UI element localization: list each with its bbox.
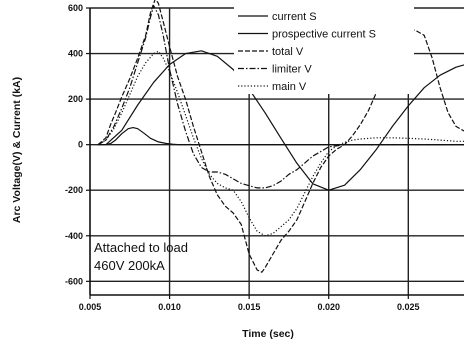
y-tick-label: 0 bbox=[78, 140, 83, 150]
x-tick-label: 0.010 bbox=[158, 302, 181, 312]
series-line-3 bbox=[97, 5, 464, 189]
legend-label-1: prospective current S bbox=[272, 29, 376, 41]
legend-label-2: total V bbox=[272, 46, 304, 58]
legend-label-4: main V bbox=[272, 81, 307, 93]
y-tick-label: -200 bbox=[65, 185, 83, 195]
x-tick-label: 0.025 bbox=[397, 302, 420, 312]
legend: current S prospective current S total V lim… bbox=[234, 4, 414, 94]
y-tick-label: -400 bbox=[65, 231, 83, 241]
y-tick-label: 400 bbox=[68, 49, 83, 59]
y-axis: -600 -400 -200 0 200 400 600 bbox=[65, 3, 90, 286]
y-axis-label: Arc Voltage(V) & Current (kA) bbox=[11, 77, 23, 223]
x-axis-label: Time (sec) bbox=[242, 328, 294, 340]
y-tick-label: -600 bbox=[65, 276, 83, 286]
x-axis: 0.005 0.010 0.015 0.020 0.025 bbox=[79, 295, 420, 312]
series-line-4 bbox=[97, 50, 464, 237]
y-tick-label: 200 bbox=[68, 94, 83, 104]
x-tick-label: 0.020 bbox=[317, 302, 340, 312]
annotation-line-2: 460V 200kA bbox=[94, 258, 165, 273]
legend-label-0: current S bbox=[272, 11, 317, 23]
x-tick-label: 0.005 bbox=[79, 302, 102, 312]
legend-box bbox=[234, 4, 414, 94]
series-line-0 bbox=[98, 126, 464, 146]
legend-label-3: limiter V bbox=[272, 64, 312, 76]
x-tick-label: 0.015 bbox=[238, 302, 261, 312]
annotation-line-1: Attached to load bbox=[94, 240, 188, 255]
y-tick-label: 600 bbox=[68, 3, 83, 13]
